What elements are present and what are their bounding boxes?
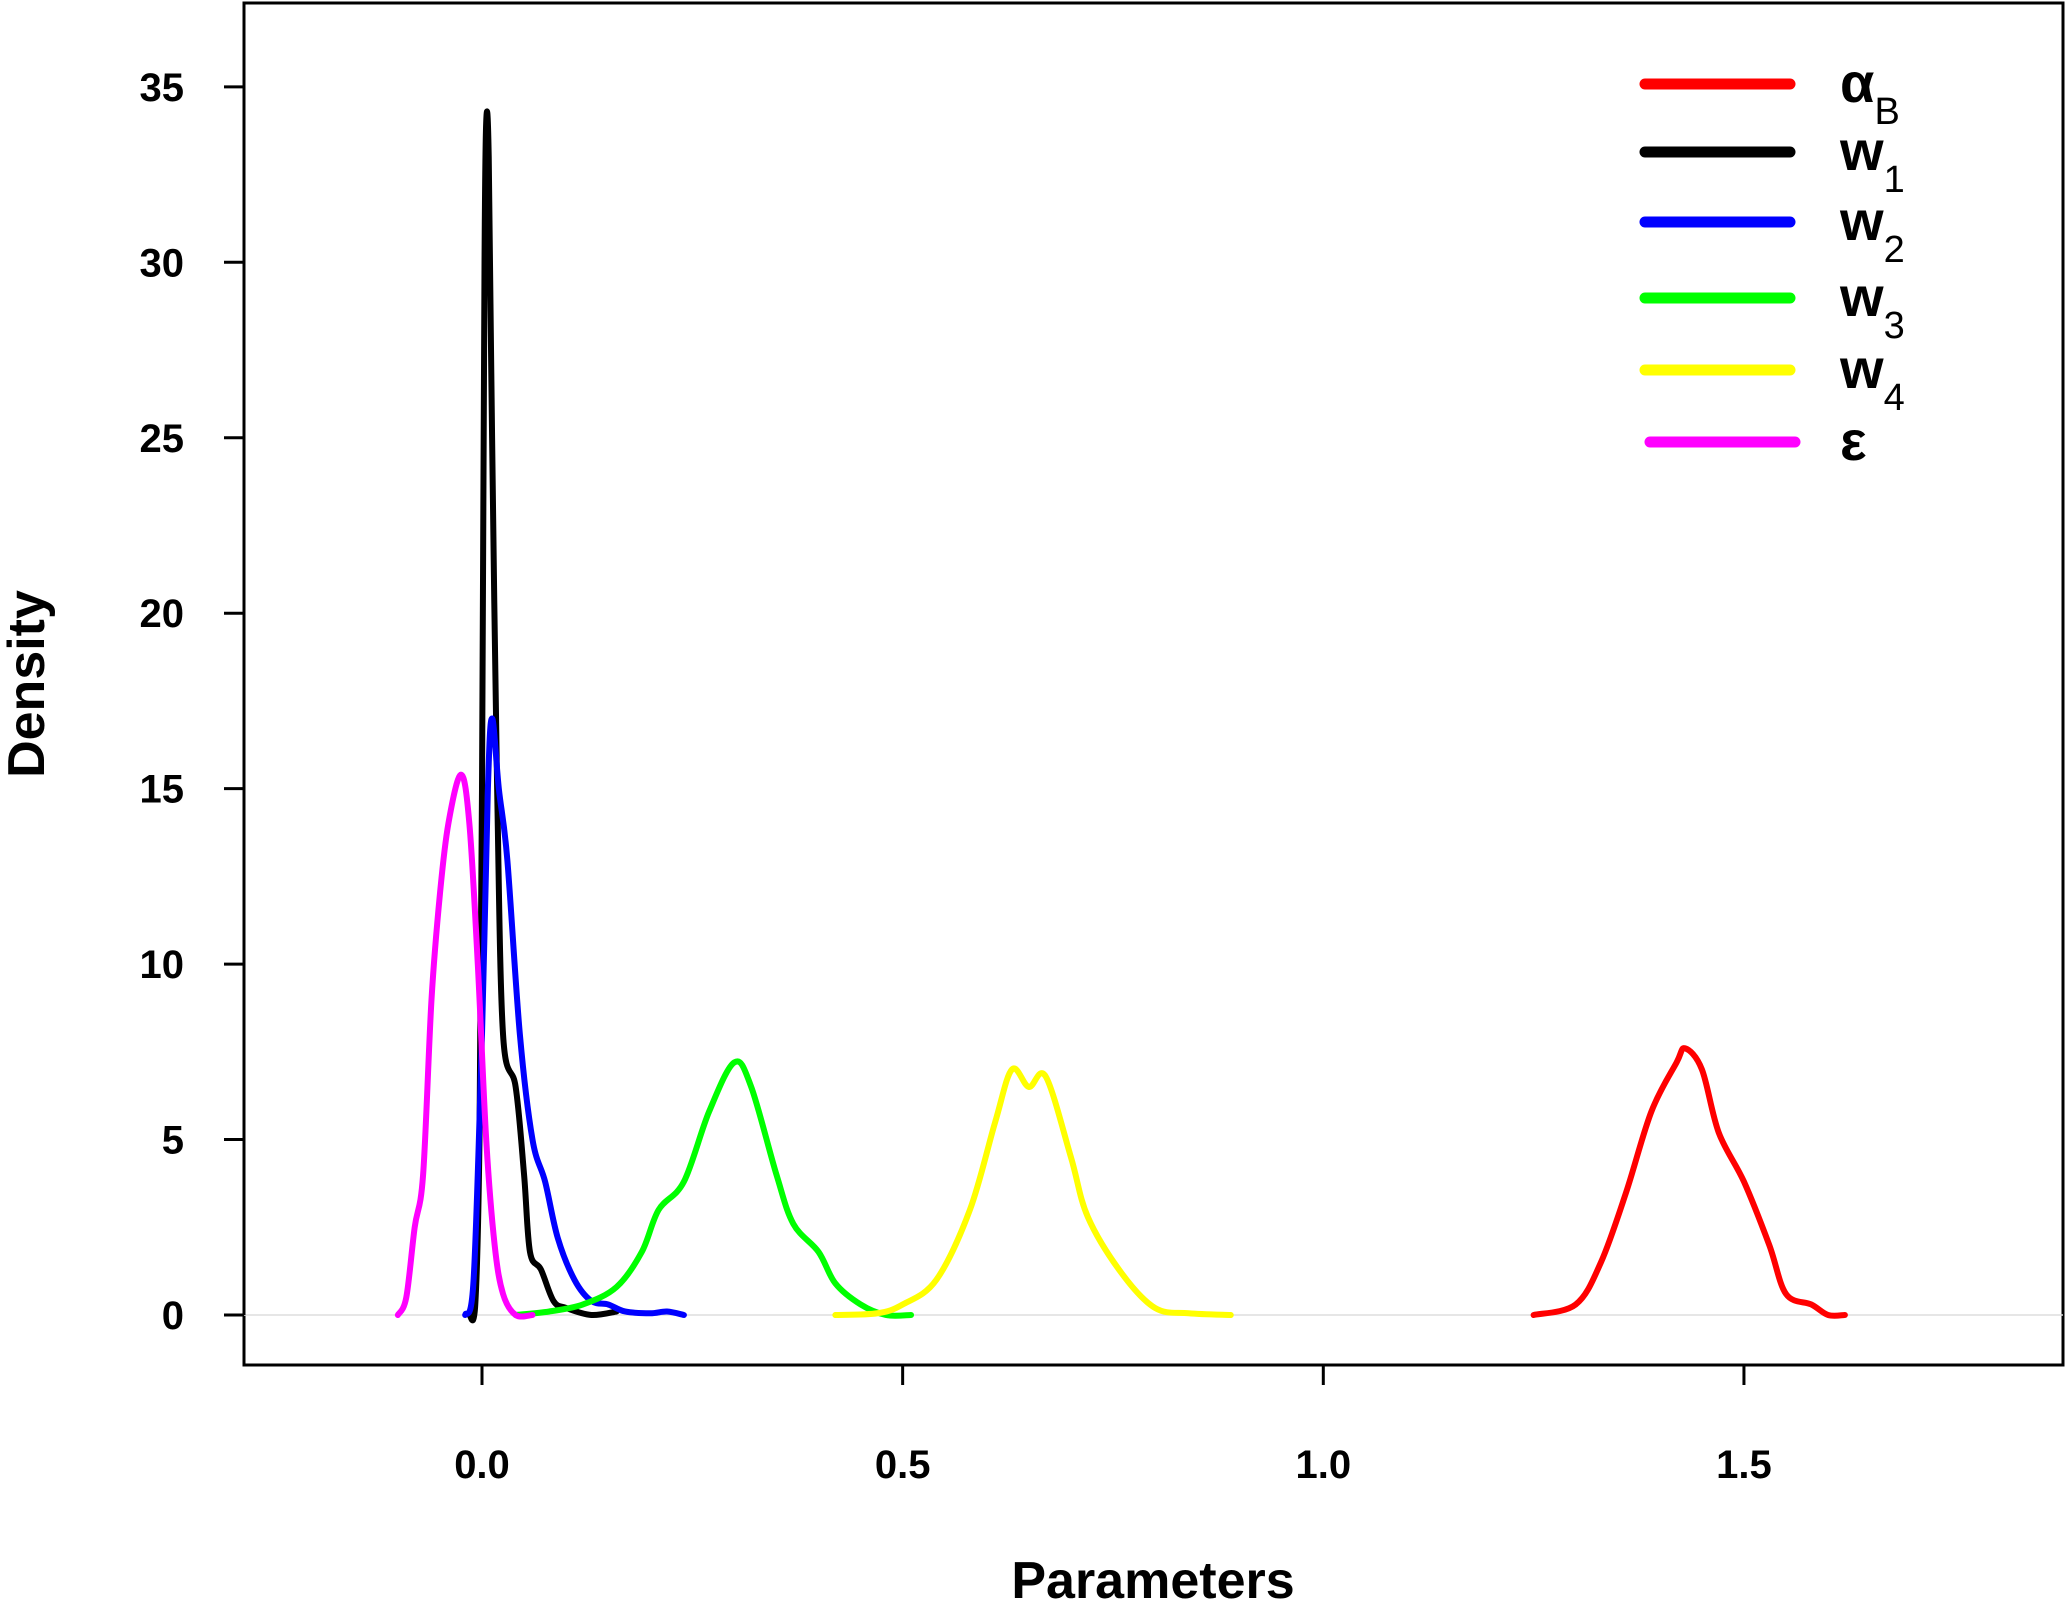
density-curves: [394, 108, 1848, 1324]
legend-label: w2: [1839, 189, 1905, 271]
legend-label: w4: [1839, 337, 1905, 419]
y-tick-label: 25: [140, 417, 185, 461]
legend-item: w2: [1639, 189, 1905, 271]
y-tick-label: 0: [162, 1294, 184, 1338]
x-tick-label: 0.5: [875, 1443, 931, 1487]
density-curve-w1: [466, 108, 620, 1324]
legend-item: w3: [1639, 265, 1905, 347]
y-tick-label: 15: [140, 768, 185, 812]
x-axis-label: Parameters: [1011, 1552, 1294, 1606]
y-tick-label: 5: [162, 1119, 184, 1163]
plot-frame: [242, 1, 2065, 1367]
y-axis: 0 5 10 15 20 25 30 35: [140, 66, 246, 1338]
legend-label: ε: [1840, 409, 1867, 472]
x-tick-label: 1.0: [1295, 1443, 1351, 1487]
density-curve-w2: [462, 715, 687, 1318]
y-tick-label: 35: [140, 66, 185, 110]
legend-item: ε: [1644, 409, 1867, 472]
density-curve-ε: [394, 771, 536, 1320]
x-tick-label: 1.5: [1716, 1443, 1772, 1487]
legend-label: w3: [1839, 265, 1905, 347]
legend-item: w4: [1639, 337, 1905, 419]
density-curve-αB: [1530, 1045, 1848, 1319]
x-tick-label: 0.0: [454, 1443, 510, 1487]
y-tick-label: 10: [140, 943, 185, 987]
y-tick-label: 30: [140, 241, 185, 285]
y-axis-label: Density: [0, 590, 56, 778]
y-tick-label: 20: [140, 592, 185, 636]
density-curve-w3: [512, 1058, 915, 1319]
density-curve-w4: [832, 1065, 1234, 1318]
x-axis: 0.0 0.5 1.0 1.5: [454, 1363, 1772, 1487]
